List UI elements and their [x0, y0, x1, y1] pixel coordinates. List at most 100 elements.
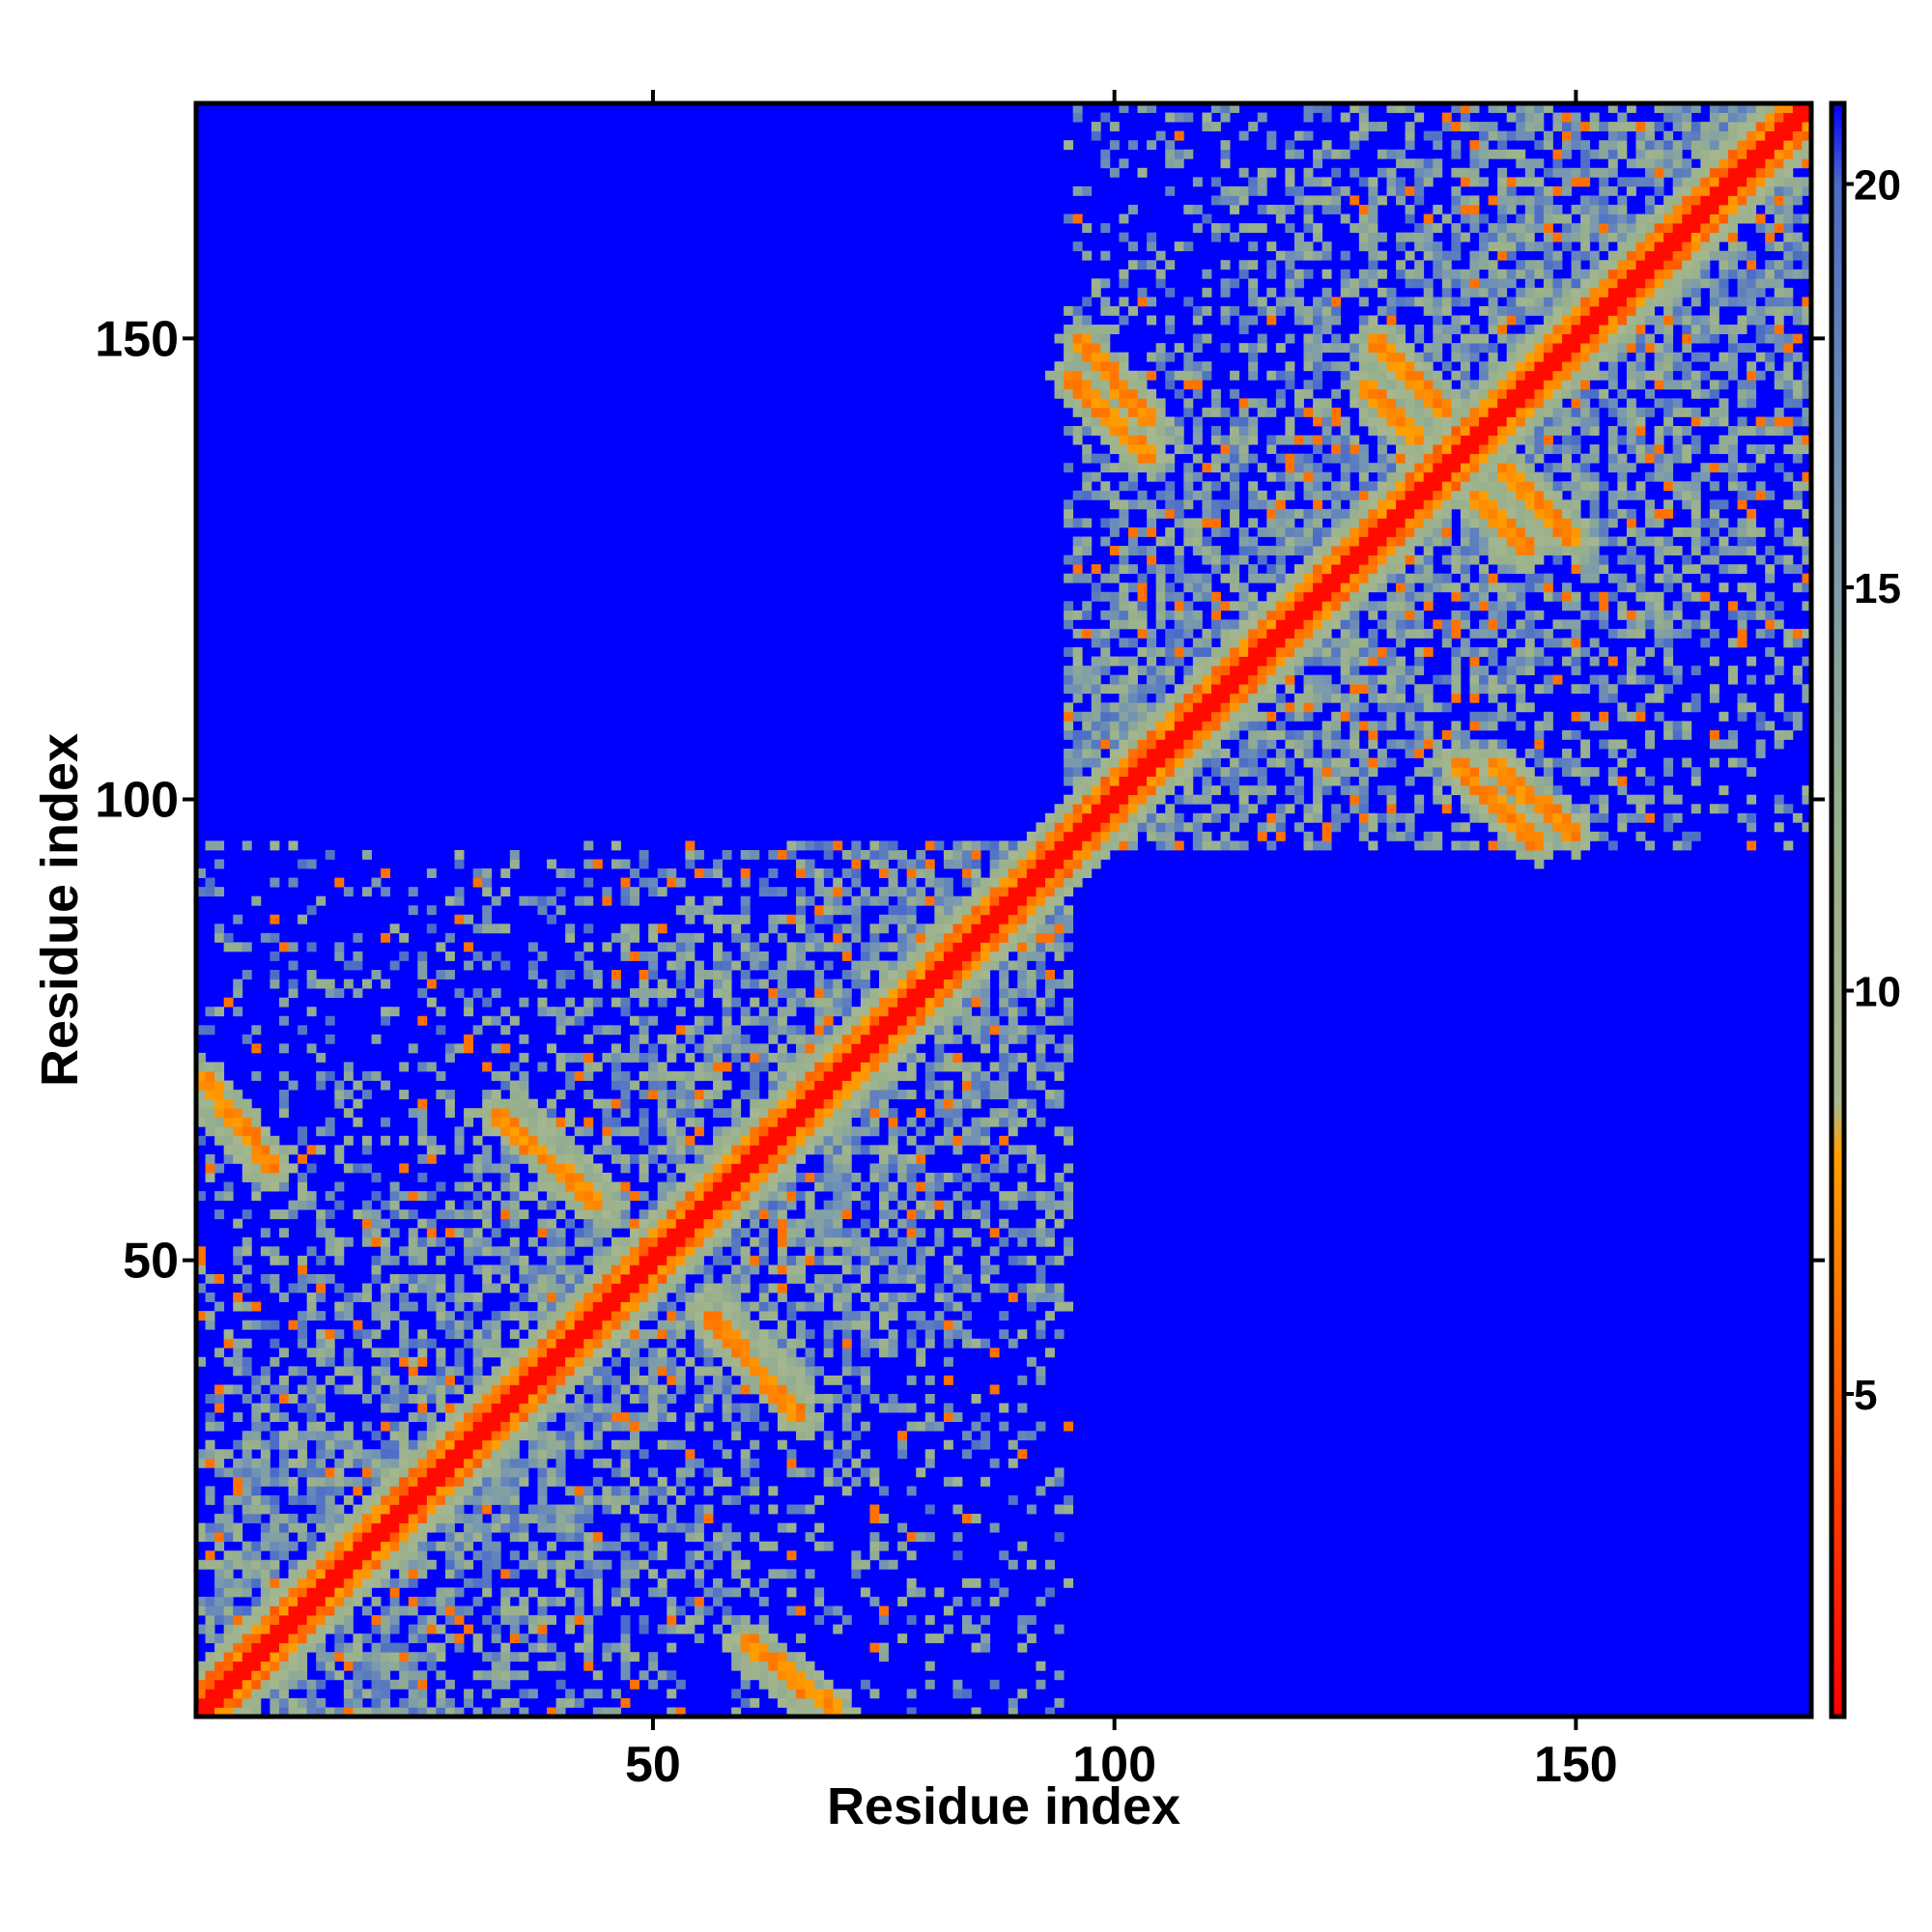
- heatmap-cell: [537, 1494, 548, 1505]
- heatmap-cell: [750, 1052, 760, 1063]
- heatmap-cell: [325, 1329, 335, 1340]
- heatmap-cell: [796, 988, 806, 999]
- heatmap-cell: [205, 1634, 215, 1644]
- heatmap-cell: [814, 1707, 825, 1718]
- heatmap-cell: [555, 1449, 566, 1460]
- heatmap-cell: [214, 1587, 225, 1598]
- heatmap-cell: [223, 1098, 234, 1109]
- heatmap-cell: [786, 840, 797, 851]
- heatmap-cell: [1026, 932, 1037, 943]
- heatmap-cell: [288, 1577, 298, 1588]
- heatmap-cell: [454, 895, 465, 906]
- heatmap-cell: [1036, 1320, 1046, 1330]
- heatmap-cell: [1036, 932, 1046, 943]
- heatmap-cell: [436, 1504, 446, 1515]
- heatmap-cell: [426, 1504, 437, 1515]
- heatmap-cell: [906, 1117, 917, 1127]
- heatmap-cell: [971, 905, 981, 916]
- heatmap-cell: [214, 1522, 225, 1533]
- heatmap-cell: [298, 1384, 308, 1395]
- heatmap-cell: [472, 1348, 483, 1358]
- heatmap-cell: [306, 1494, 317, 1505]
- heatmap-cell: [869, 1025, 880, 1036]
- heatmap-cell: [879, 1200, 889, 1210]
- heatmap-cell: [464, 1458, 474, 1468]
- heatmap-cell: [205, 1293, 215, 1302]
- heatmap-cell: [805, 1172, 815, 1182]
- heatmap-cell: [361, 1661, 372, 1671]
- heatmap-cell: [962, 1209, 972, 1220]
- heatmap-cell: [288, 1494, 298, 1505]
- heatmap-cell: [1091, 130, 1101, 141]
- heatmap-cell: [657, 1329, 668, 1340]
- heatmap-cell: [833, 1080, 843, 1091]
- heatmap-cell: [888, 1043, 898, 1054]
- heatmap-cell: [639, 859, 649, 869]
- heatmap-cell: [343, 1596, 354, 1606]
- heatmap-cell: [436, 1209, 446, 1220]
- heatmap-cell: [1008, 877, 1018, 888]
- heatmap-cell: [519, 1348, 529, 1358]
- heatmap-cell: [547, 1236, 557, 1247]
- heatmap-cell: [667, 1191, 677, 1201]
- heatmap-cell: [602, 887, 612, 897]
- heatmap-cell: [694, 1015, 704, 1026]
- heatmap-cell: [703, 1098, 714, 1109]
- heatmap-cell: [1109, 140, 1120, 151]
- heatmap-cell: [1091, 849, 1101, 860]
- heatmap-cell: [740, 970, 751, 980]
- heatmap-cell: [1072, 849, 1083, 860]
- heatmap-cell: [916, 887, 926, 897]
- heatmap-cell: [306, 1596, 317, 1606]
- heatmap-cell: [288, 1587, 298, 1598]
- heatmap-cell: [814, 1015, 825, 1026]
- heatmap-cell: [980, 932, 991, 943]
- heatmap-cell: [713, 1283, 723, 1293]
- heatmap-cell: [962, 997, 972, 1008]
- heatmap-cell: [758, 1153, 769, 1164]
- heatmap-cell: [685, 1458, 696, 1468]
- heatmap-cell: [583, 1181, 594, 1192]
- heatmap-cell: [334, 942, 345, 952]
- heatmap-cell: [841, 1689, 852, 1699]
- heatmap-cell: [527, 1642, 538, 1653]
- heatmap-cell: [298, 1707, 308, 1718]
- heatmap-cell: [630, 1375, 639, 1385]
- heatmap-cell: [242, 1439, 252, 1450]
- heatmap-cell: [879, 914, 889, 924]
- heatmap-cell: [1100, 388, 1111, 399]
- heatmap-cell: [214, 1449, 225, 1460]
- heatmap-cell: [1054, 1283, 1065, 1293]
- heatmap-cell: [675, 1273, 686, 1284]
- heatmap-cell: [426, 1375, 437, 1385]
- heatmap-cell: [1026, 1255, 1037, 1265]
- heatmap-cell: [537, 1301, 548, 1312]
- heatmap-cell: [444, 1090, 455, 1100]
- heatmap-cell: [777, 1126, 787, 1137]
- heatmap-cell: [630, 1255, 639, 1265]
- heatmap-cell: [1082, 518, 1093, 528]
- heatmap-cell: [814, 997, 825, 1008]
- heatmap-cell: [1127, 739, 1138, 750]
- heatmap-cell: [924, 1375, 935, 1385]
- heatmap-cell: [491, 1375, 501, 1385]
- heatmap-cell: [260, 1403, 270, 1413]
- heatmap-cell: [675, 979, 686, 989]
- heatmap-cell: [897, 1264, 908, 1275]
- heatmap-cell: [1119, 749, 1129, 758]
- heatmap-cell: [408, 1209, 418, 1220]
- heatmap-cell: [1109, 794, 1120, 805]
- heatmap-cell: [740, 951, 751, 961]
- heatmap-cell: [841, 1283, 852, 1293]
- heatmap-cell: [278, 1293, 289, 1302]
- heatmap-cell: [555, 1293, 566, 1302]
- heatmap-cell: [500, 1605, 511, 1616]
- heatmap-cell: [879, 1191, 889, 1201]
- heatmap-cell: [722, 960, 732, 971]
- heatmap-cell: [519, 1412, 529, 1423]
- heatmap-cell: [648, 1080, 659, 1091]
- heatmap-cell: [897, 997, 908, 1008]
- heatmap-cell: [316, 895, 327, 906]
- heatmap-cell: [1091, 361, 1101, 372]
- heatmap-cell: [592, 1163, 603, 1174]
